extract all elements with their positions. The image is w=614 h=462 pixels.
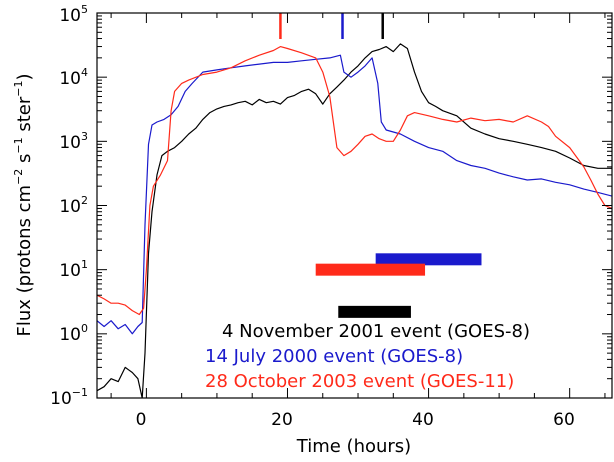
legend-entry-nov-2001: 4 November 2001 event (GOES-8)	[222, 321, 530, 342]
legend: 4 November 2001 event (GOES-8) 14 July 2…	[205, 321, 530, 392]
y-tick-label: 104	[59, 66, 88, 89]
x-tick-label: 0	[136, 410, 147, 430]
y-tick-label: 103	[59, 130, 88, 153]
y-tick-label: 101	[59, 258, 88, 281]
x-tick-labels: 0 20 40 60	[136, 410, 575, 430]
duration-bar-0	[338, 305, 411, 318]
axis-ticks	[97, 12, 612, 399]
x-tick-label: 60	[553, 410, 575, 430]
y-tick-label: 102	[59, 194, 88, 217]
legend-entry-oct-2003: 28 October 2003 event (GOES-11)	[205, 371, 514, 392]
y-tick-label: 10−1	[50, 386, 88, 409]
y-tick-labels: 10−1 100 101 102 103 104 105	[50, 3, 88, 409]
x-tick-label: 40	[412, 410, 434, 430]
y-tick-label: 105	[59, 3, 88, 26]
x-tick-label: 20	[271, 410, 293, 430]
onset-markers	[279, 13, 384, 39]
duration-bar-1	[375, 253, 482, 266]
series-line-2	[97, 46, 612, 316]
x-axis-title: Time (hours)	[296, 436, 411, 457]
series-line-0	[97, 43, 612, 398]
duration-bars	[315, 253, 482, 318]
y-tick-label: 100	[59, 322, 88, 345]
series-layer	[97, 43, 612, 398]
series-line-1	[97, 54, 612, 335]
y-axis-title: Flux (protons cm−2 s−1 ster−1)	[12, 73, 35, 336]
legend-entry-jul-2000: 14 July 2000 event (GOES-8)	[205, 346, 463, 367]
duration-bar-2	[315, 263, 426, 276]
